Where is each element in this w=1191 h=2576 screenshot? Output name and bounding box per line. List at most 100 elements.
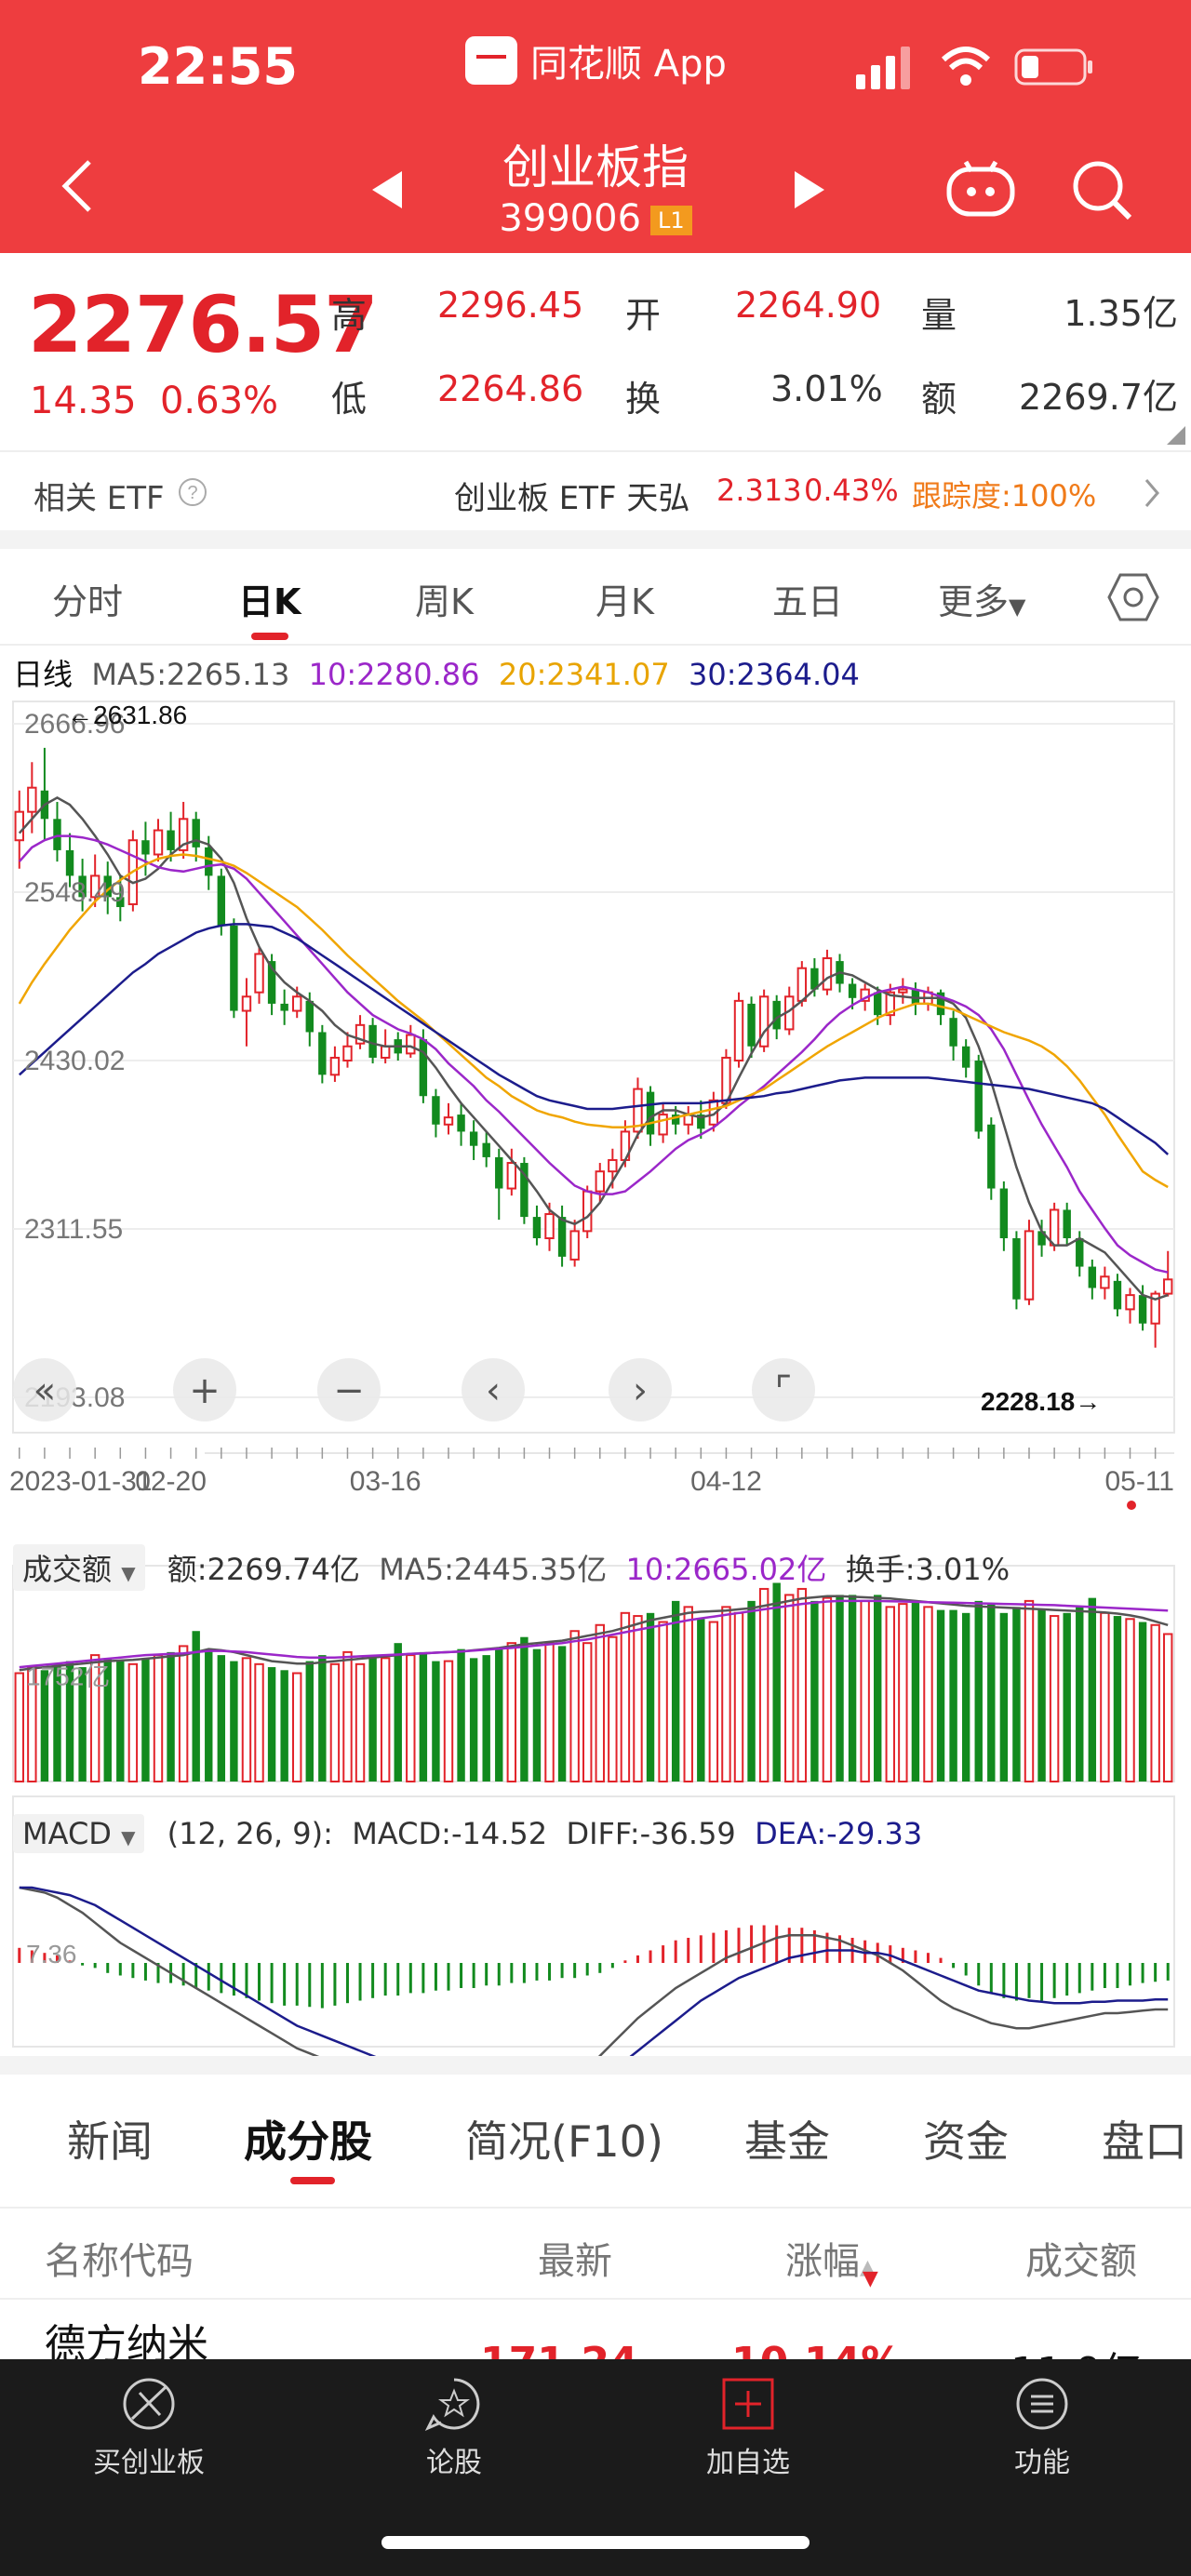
tab-funds[interactable]: 基金	[744, 2116, 830, 2167]
volume-value: 1.35亿	[1064, 293, 1178, 334]
col-amount[interactable]: 成交额	[1025, 2240, 1137, 2283]
volume-legend: 成交额 ▼ 额:2269.74亿 MA5:2445.35亿 10:2665.02…	[13, 1544, 1010, 1591]
home-indicator[interactable]	[381, 2536, 810, 2549]
volume-bar-up	[860, 1599, 870, 1782]
volume-bar-down	[974, 1600, 983, 1782]
volume-bar-up	[153, 1654, 164, 1783]
volume-bar-up	[721, 1606, 731, 1783]
help-icon[interactable]: ?	[177, 476, 208, 508]
volume-bar-up	[506, 1642, 517, 1783]
tab-five-day[interactable]: 五日	[772, 581, 844, 622]
tab-monthly-k[interactable]: 月K	[596, 581, 654, 622]
prev-index-button[interactable]	[368, 169, 406, 210]
chart-control-collapse-button[interactable]: «	[13, 1358, 76, 1421]
battery-icon	[1014, 48, 1092, 86]
candle-down	[230, 925, 238, 1011]
buy-gem-button[interactable]: 买创业板	[47, 2374, 251, 2480]
candle-up	[89, 874, 100, 899]
col-latest[interactable]: 最新	[538, 2240, 612, 2283]
back-button[interactable]	[58, 158, 99, 214]
chart-control-zoom-in-button[interactable]: +	[173, 1358, 236, 1421]
time-tick-label: 05-11	[1104, 1466, 1174, 1497]
candle-up	[758, 995, 769, 1048]
robot-assistant-icon[interactable]	[945, 158, 1016, 218]
volume-bar-down	[557, 1646, 567, 1782]
candle-up	[1100, 1275, 1110, 1289]
tab-more[interactable]: 更多▼	[938, 573, 1025, 624]
table-row[interactable]: 德方纳米 171.24 10.14% 11.9亿	[0, 2298, 1191, 2396]
discuss-icon	[424, 2378, 480, 2431]
volume-bar-up	[544, 1642, 555, 1783]
tab-daily-k[interactable]: 日K	[238, 581, 301, 622]
ma30-value: 30:2364.04	[689, 657, 860, 692]
low-label: 低	[331, 379, 368, 420]
volume-bar-down	[280, 1670, 288, 1782]
candle-down	[267, 961, 276, 1004]
tab-news[interactable]: 新闻	[67, 2116, 153, 2167]
volume-bar-up	[683, 1606, 693, 1783]
tab-order-book[interactable]: 盘口	[1102, 2116, 1187, 2167]
volume-bar-up	[1024, 1599, 1035, 1782]
search-button[interactable]	[1070, 158, 1133, 221]
candle-down	[949, 1018, 957, 1047]
control-circle	[609, 1358, 672, 1421]
volume-bar-down	[1037, 1609, 1046, 1782]
chart-control-fullscreen-button[interactable]: ⌜	[752, 1358, 815, 1421]
volume-bar-down	[141, 1658, 150, 1782]
volume-bar-up	[27, 1666, 37, 1783]
candle-down	[961, 1046, 970, 1068]
open-label: 开	[625, 295, 662, 336]
tab-intraday[interactable]: 分时	[52, 581, 124, 622]
volume-bar-up	[595, 1623, 605, 1782]
change-pct: 0.63%	[159, 380, 279, 422]
menu-icon	[1016, 2378, 1068, 2430]
tab-profile[interactable]: 简况(F10)	[465, 2116, 663, 2167]
kline-tabs: 分时 日K 周K 月K 五日 更多▼	[0, 551, 1191, 646]
candle-up	[544, 1213, 555, 1240]
ma-line-10	[18, 834, 1169, 1274]
index-code: 399006 L1	[0, 197, 1191, 240]
candle-down	[810, 968, 819, 990]
volume-bar-up	[923, 1606, 933, 1783]
volume-bar-up	[355, 1662, 366, 1782]
candle-down	[205, 847, 213, 876]
macd-indicator-dropdown[interactable]: MACD ▼	[13, 1814, 145, 1853]
related-etf-row[interactable]: 相关 ETF ? 创业板 ETF 天弘 2.313 0.43% 跟踪度:100%	[0, 450, 1191, 532]
volume-bar-up	[898, 1603, 908, 1783]
candle-up	[582, 1190, 593, 1233]
chart-control-zoom-out-button[interactable]: −	[317, 1358, 381, 1421]
tab-weekly-k[interactable]: 周K	[415, 581, 474, 622]
time-tick-label: 02-20	[135, 1466, 207, 1497]
function-button[interactable]: 功能	[940, 2374, 1144, 2480]
add-watchlist-button[interactable]: 加自选	[646, 2374, 850, 2480]
candle-up	[898, 988, 908, 994]
high-value: 2296.45	[437, 285, 584, 326]
expand-corner-icon[interactable]	[1167, 426, 1185, 445]
tab-constituents[interactable]: 成分股	[244, 2116, 372, 2167]
control-circle	[462, 1358, 525, 1421]
chart-settings-icon[interactable]	[1107, 573, 1159, 621]
sort-icon: ▲▼	[860, 2256, 878, 2290]
next-index-button[interactable]	[791, 169, 828, 210]
volume-indicator-dropdown[interactable]: 成交额 ▼	[13, 1544, 145, 1591]
caret-down-icon: ▼	[121, 1826, 136, 1849]
chart-control-next-button[interactable]: ›	[609, 1358, 672, 1421]
ma5-value: MA5:2265.13	[91, 657, 290, 692]
discuss-button[interactable]: 论股	[352, 2374, 556, 2480]
volume-bar-up	[608, 1635, 618, 1782]
current-date-dot	[1127, 1501, 1136, 1510]
candle-down	[419, 1039, 428, 1097]
volume-bar-down	[419, 1651, 428, 1782]
volume-bar-up	[14, 1672, 24, 1783]
etf-pct: 0.43%	[804, 473, 899, 508]
kline-chart[interactable]: 2666.962548.492430.022311.552193.08←2631…	[0, 688, 1191, 2056]
candle-down	[987, 1124, 996, 1189]
caret-down-icon: ▼	[121, 1562, 136, 1584]
col-change[interactable]: 涨幅▲▼	[785, 2231, 878, 2290]
app-source[interactable]: 同花顺 App	[465, 33, 727, 87]
chart-control-prev-button[interactable]: ‹	[462, 1358, 525, 1421]
tab-capital[interactable]: 资金	[923, 2116, 1009, 2167]
candle-up	[1049, 1208, 1060, 1247]
volume-bar-down	[116, 1661, 125, 1782]
volume-bar-down	[457, 1648, 465, 1782]
